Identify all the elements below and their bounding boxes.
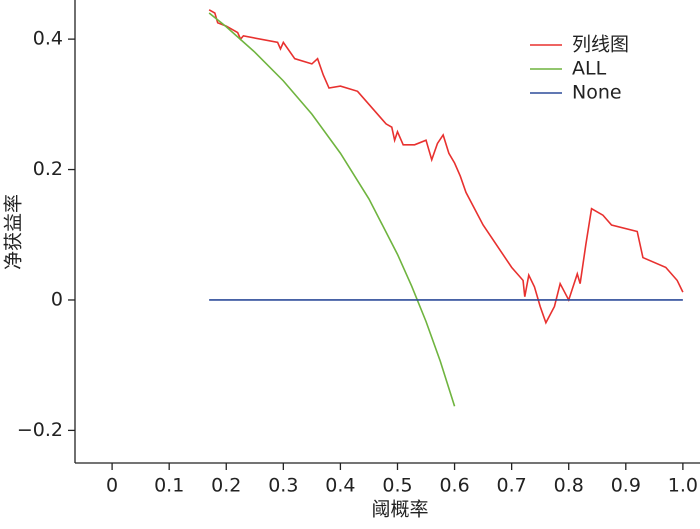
legend-label: 列线图 <box>572 34 629 56</box>
x-tick-label: 0.6 <box>439 475 469 497</box>
x-tick-label: 0 <box>106 475 118 497</box>
y-tick-label: 0.4 <box>33 28 63 50</box>
y-tick-label: −0.2 <box>17 419 63 441</box>
y-tick-label: 0.2 <box>33 158 63 180</box>
legend-label: ALL <box>572 58 607 80</box>
x-tick-label: 0.7 <box>497 475 527 497</box>
x-tick-label: 0.1 <box>154 475 184 497</box>
x-tick-label: 0.2 <box>211 475 241 497</box>
x-tick-label: 0.5 <box>382 475 412 497</box>
x-tick-label: 0.9 <box>611 475 641 497</box>
x-tick-label: 1.0 <box>668 475 698 497</box>
series-line <box>208 9 684 325</box>
x-tick-label: 0.8 <box>554 475 584 497</box>
x-tick-label: 0.3 <box>268 475 298 497</box>
y-axis-title: 净获益率 <box>3 194 25 270</box>
series-line <box>208 12 456 407</box>
legend-label: None <box>572 82 622 104</box>
x-tick-label: 0.4 <box>325 475 355 497</box>
x-axis-title: 阈概率 <box>371 499 428 521</box>
y-tick-label: 0 <box>51 288 63 310</box>
